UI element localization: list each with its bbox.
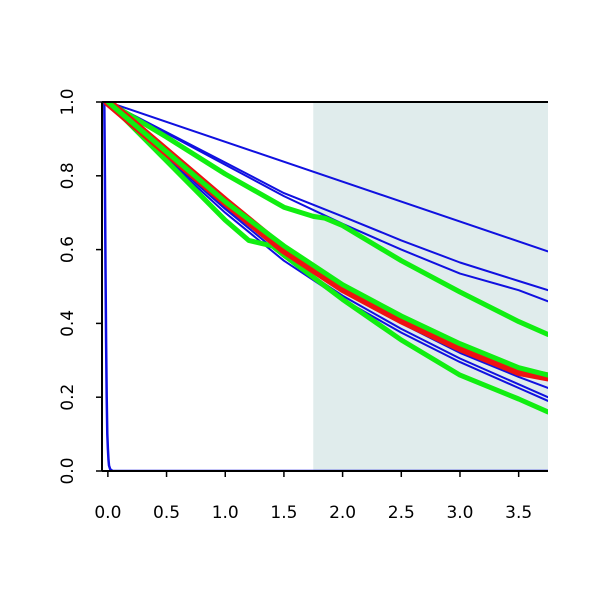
series-line-9-green — [105, 102, 548, 337]
x-tick-label: 3.0 — [446, 503, 473, 523]
x-tick-label: 3.5 — [505, 503, 532, 523]
x-tick-label: 2.0 — [329, 503, 356, 523]
y-tick-label: 0.8 — [58, 162, 78, 189]
y-tick-label: 0.0 — [58, 457, 78, 484]
x-tick-label: 0.0 — [94, 503, 121, 523]
series-line-1-blue — [106, 102, 548, 253]
plot-area — [103, 102, 548, 471]
series-line-6-blue — [106, 102, 548, 399]
axes: 0.0 0.5 1.0 1.5 2.0 2.5 3.0 3.5 0.0 0.2 0.4 0.6 0.8 1… — [58, 88, 548, 523]
y-tick-label: 0.2 — [58, 384, 78, 411]
x-tick-label: 1.0 — [212, 503, 239, 523]
series-line-10-green — [105, 102, 548, 415]
x-tick-label: 0.5 — [153, 503, 180, 523]
series-line-12-green — [105, 102, 548, 378]
y-tick-label: 0.4 — [58, 310, 78, 337]
x-tick-label: 1.5 — [270, 503, 297, 523]
y-tick-label: 1.0 — [58, 88, 78, 115]
y-tick-label: 0.6 — [58, 236, 78, 263]
series-line-8-blue — [103, 102, 548, 471]
series-line-2-blue — [106, 102, 548, 292]
x-tick-label: 2.5 — [388, 503, 415, 523]
